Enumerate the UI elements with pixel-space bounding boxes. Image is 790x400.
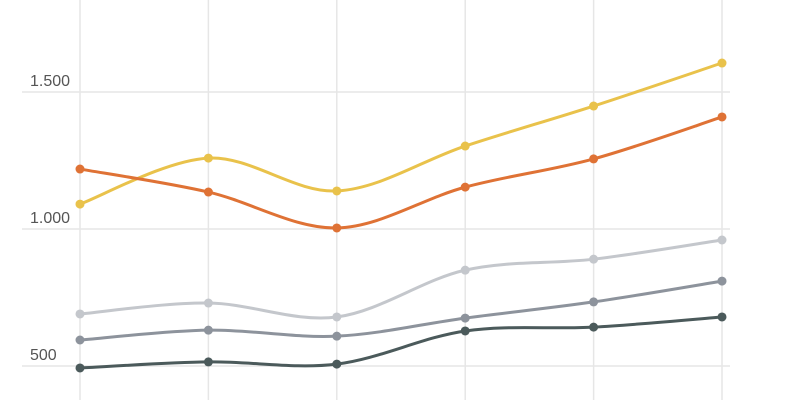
- point: [203, 298, 213, 308]
- point: [75, 309, 85, 319]
- line: [79, 279, 723, 342]
- point: [203, 325, 213, 335]
- line: [79, 115, 723, 230]
- point: [717, 312, 727, 322]
- line: [79, 61, 723, 206]
- point: [332, 223, 342, 233]
- point: [460, 265, 470, 275]
- point: [75, 335, 85, 345]
- y-tick-label: 1.500: [30, 73, 70, 90]
- point: [460, 182, 470, 192]
- point: [332, 331, 342, 341]
- point: [75, 199, 85, 209]
- point: [589, 154, 599, 164]
- point: [589, 297, 599, 307]
- point: [332, 186, 342, 196]
- point: [332, 312, 342, 322]
- point: [717, 58, 727, 68]
- y-tick-label: 500: [30, 347, 57, 364]
- point: [460, 326, 470, 336]
- point: [589, 254, 599, 264]
- point: [717, 235, 727, 245]
- point: [75, 363, 85, 373]
- point: [332, 359, 342, 369]
- line: [79, 315, 723, 370]
- line: [79, 238, 723, 320]
- point: [203, 357, 213, 367]
- point: [75, 164, 85, 174]
- point: [589, 322, 599, 332]
- point: [589, 101, 599, 111]
- point: [203, 153, 213, 163]
- y-tick-label: 1.000: [30, 210, 70, 227]
- point: [717, 112, 727, 122]
- point: [203, 187, 213, 197]
- point: [460, 141, 470, 151]
- point: [717, 276, 727, 286]
- point: [460, 313, 470, 323]
